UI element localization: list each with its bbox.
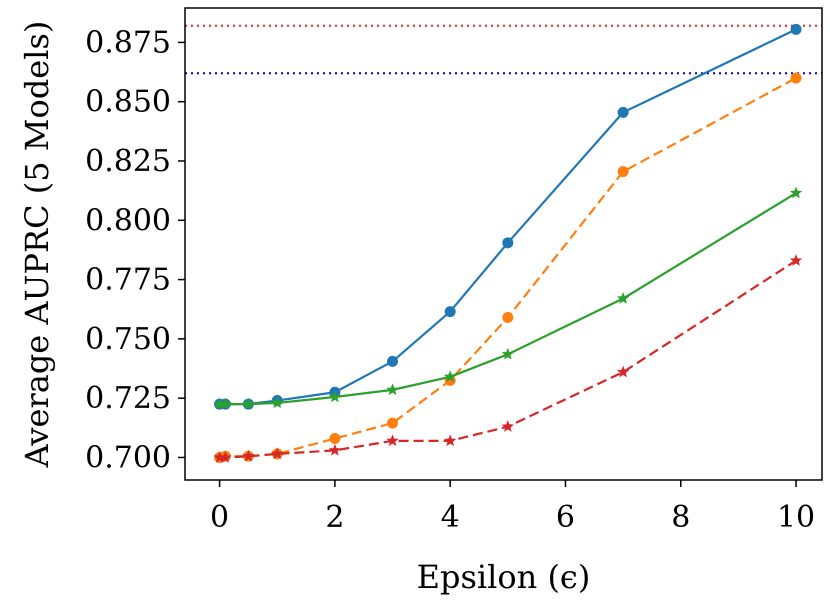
x-axis-title: Epsilon (ϵ) [417, 558, 591, 596]
series-3-point [219, 397, 232, 410]
series-4-point [789, 254, 803, 266]
series-3-point [271, 396, 284, 409]
series-4-point [271, 447, 284, 460]
x-tick-label: 10 [777, 500, 815, 535]
series-3-point [789, 186, 803, 199]
y-tick-label: 0.825 [85, 144, 171, 179]
x-axis-ticks: 0 2 4 6 8 10 [210, 480, 815, 535]
y-axis-ticks: 0.700 0.725 0.750 0.775 0.800 0.825 0.850 0.875 [85, 25, 185, 475]
series-3-point [443, 370, 457, 383]
series-4 [213, 254, 803, 463]
series-2-point [617, 166, 629, 178]
series-3-point [501, 347, 515, 360]
series-4-point [328, 443, 342, 456]
x-tick-label: 6 [556, 500, 575, 535]
series-3-point [386, 383, 399, 396]
series-4-point [386, 434, 399, 447]
y-tick-label: 0.725 [85, 381, 171, 416]
y-tick-label: 0.775 [85, 263, 171, 298]
series-4-point [616, 365, 630, 378]
y-tick-label: 0.800 [85, 203, 171, 238]
series-3-point [213, 397, 226, 410]
plot-frame [184, 7, 823, 481]
series-3-point [242, 397, 255, 410]
series-2-point [329, 432, 341, 444]
series-3-point [328, 390, 342, 403]
x-tick-label: 0 [210, 500, 229, 535]
y-tick-label: 0.700 [85, 440, 171, 475]
series-4-line [219, 259, 797, 459]
series-2-point [502, 312, 514, 324]
series-4-point [213, 450, 226, 463]
series-1-point [444, 306, 456, 318]
y-tick-label: 0.875 [85, 25, 171, 60]
series-3 [213, 186, 803, 410]
reference-lines [185, 24, 822, 75]
series-3-point [616, 292, 630, 304]
series-1-point [387, 355, 399, 367]
series-4-point [501, 420, 515, 432]
series-2-point [387, 417, 399, 429]
series-4-point [242, 449, 255, 462]
series-4-point [443, 434, 457, 447]
x-tick-label: 8 [671, 500, 690, 535]
series-1-point [502, 237, 514, 249]
y-axis-title: Average AUPRC (5 Models) [18, 21, 56, 469]
y-tick-label: 0.750 [85, 322, 171, 357]
x-tick-label: 2 [325, 500, 344, 535]
series-3-line [219, 192, 797, 406]
series-4-point [219, 450, 232, 463]
series-2-point [790, 72, 802, 84]
series-1-point [790, 23, 802, 35]
y-tick-label: 0.850 [85, 85, 171, 120]
series-2 [214, 72, 802, 463]
x-tick-label: 4 [441, 500, 460, 535]
series-lines [213, 23, 803, 463]
series-1-point [617, 106, 629, 118]
